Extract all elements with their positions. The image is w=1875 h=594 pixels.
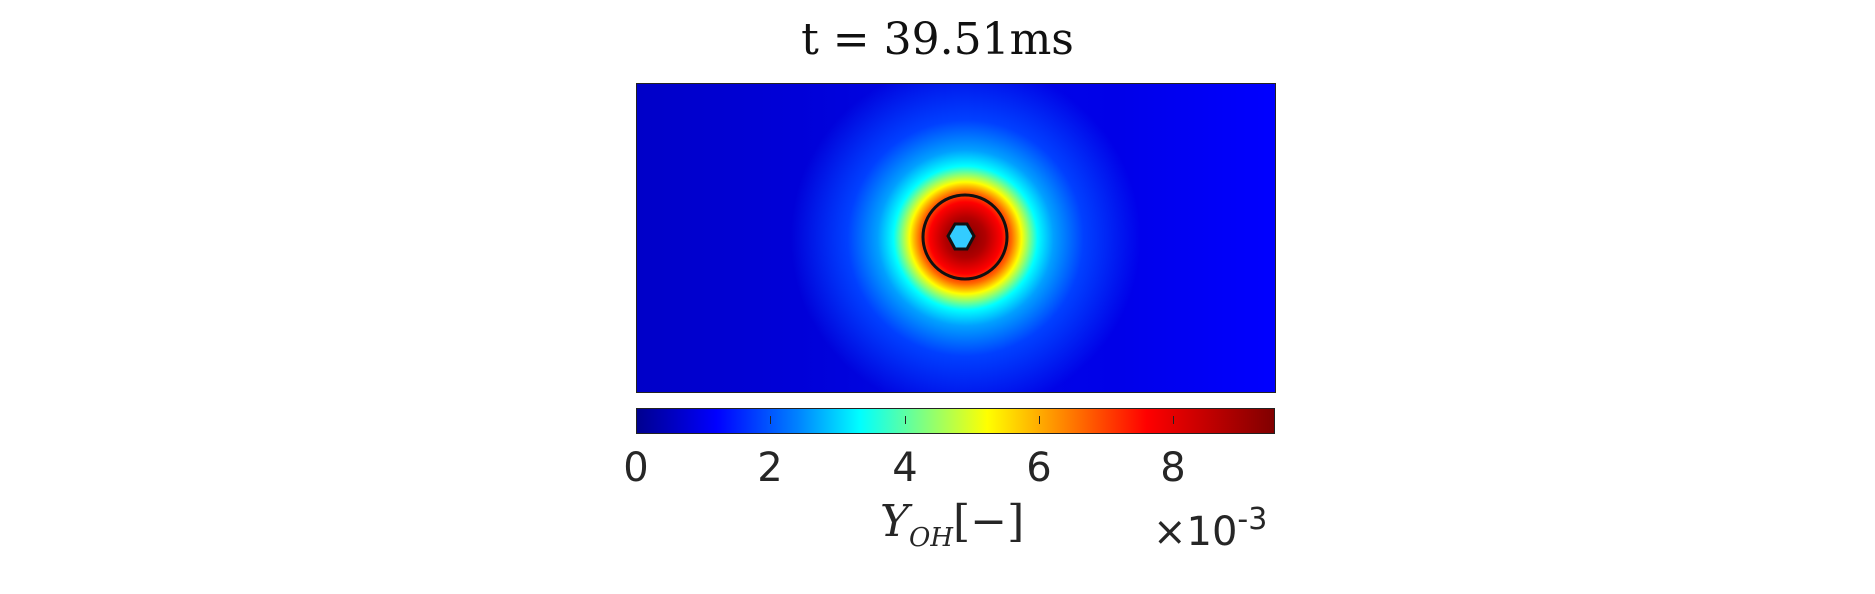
colorbar-label: YOH[−]	[880, 496, 1024, 553]
colorbar-label-sub: OH	[909, 523, 954, 553]
contour-overlay	[921, 193, 1009, 281]
colorbar-tick-label: 8	[1160, 445, 1186, 491]
colorbar-exponent: ×10-3	[1153, 502, 1267, 555]
colorbar-tick	[1039, 416, 1040, 424]
exponent-power: -3	[1237, 502, 1268, 537]
outer-contour	[921, 193, 1009, 281]
colorbar-tick	[905, 416, 906, 424]
exponent-base: 10	[1186, 509, 1238, 555]
chart-title: t = 39.51ms	[801, 14, 1074, 65]
colorbar-tick	[770, 416, 771, 424]
colorbar	[636, 408, 1275, 434]
colorbar-tick-label: 2	[757, 445, 783, 491]
inner-contour	[946, 222, 976, 251]
colorbar-tick	[1173, 416, 1174, 424]
colorbar-tick-label: 4	[892, 445, 918, 491]
colorbar-tick-label: 0	[623, 445, 649, 491]
exponent-times: ×	[1153, 509, 1187, 555]
oh-mass-fraction-field	[636, 83, 1276, 393]
colorbar-label-base: Y	[880, 496, 910, 547]
colorbar-tick-label: 6	[1026, 445, 1052, 491]
colorbar-label-unit: [−]	[953, 496, 1025, 547]
